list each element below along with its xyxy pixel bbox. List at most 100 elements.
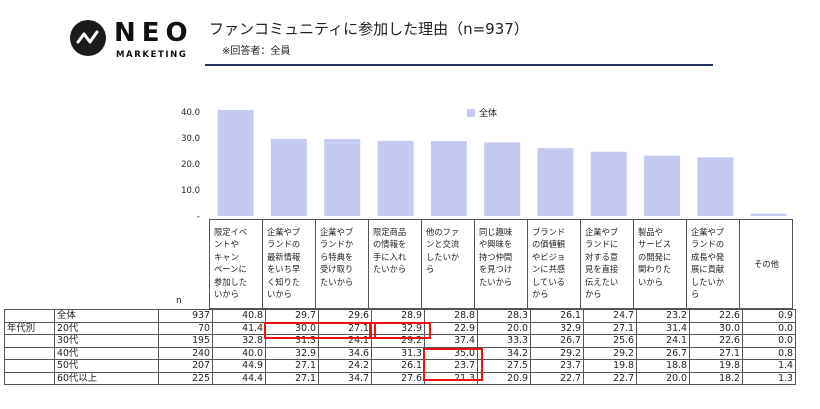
category-label-10: 企業やブ ランドの 成長や発 展に貢献 したいか ら [686,219,740,309]
y-tick-label: 20.0 [181,160,200,170]
table-cell: 28.9 [371,309,425,323]
bar-7 [537,148,574,216]
y-tick-label: - [197,212,200,222]
table-cell: 0.0 [742,321,796,335]
table-cell: 26.7 [530,334,584,348]
table-cell: 37.4 [424,334,478,348]
table-cell: 27.5 [477,359,531,373]
table-cell: 26.1 [371,359,425,373]
neo-marketing-logo: NEO MARKETING [70,18,200,64]
category-label-2: 企業やブ ランドの 最新情報 をいち早 く知りた いから [262,219,316,309]
table-cell: 32.8 [212,334,266,348]
highlight-box-20s-limited [369,322,431,339]
table-cell: 19.8 [689,359,743,373]
table-cell: 24.7 [583,309,637,323]
logo-subtext: MARKETING [116,50,188,60]
table-cell: 31.4 [636,321,690,335]
table-cell: 24.1 [636,334,690,348]
category-label-6: 同じ趣味 や興味を 持つ仲間 を見つけ たいから [474,219,528,309]
table-cell: 22.7 [583,371,637,385]
table-cell: 0.8 [742,346,796,360]
category-label-9: 製品や サービス の開発に 関わりた いから [633,219,687,309]
bar-2 [270,138,307,216]
row-segment-label: 40代 [54,346,159,360]
table-cell: 25.6 [583,334,637,348]
table-cell: 32.9 [530,321,584,335]
table-row: 年代別 20代 70 41.4 30.0 27.1 32.9 22.9 20.0 32.9 27.1… [4,321,796,335]
table-cell: 26.1 [530,309,584,323]
table-cell: 18.2 [689,371,743,385]
row-n-value: 225 [158,371,213,385]
row-segment-label: 60代以上 [54,371,159,385]
bar-5 [430,141,467,216]
table-cell: 20.9 [477,371,531,385]
bar-4 [377,140,414,216]
table-cell: 20.0 [636,371,690,385]
table-cell: 27.6 [371,371,425,385]
row-n-value: 70 [158,321,213,335]
table-cell: 18.8 [636,359,690,373]
highlight-box-40s50s-exchange [423,348,483,381]
table-cell: 34.2 [477,346,531,360]
table-cell: 20.0 [477,321,531,335]
table-cell: 40.0 [212,346,266,360]
table-cell: 41.4 [212,321,266,335]
table-cell: 19.8 [583,359,637,373]
table-cell: 34.6 [318,346,372,360]
category-label-8: 企業やブ ランドに 対する意 見を直接 伝えたい から [580,219,634,309]
row-group-label [4,346,55,360]
table-cell: 29.2 [583,346,637,360]
table-cell: 27.1 [583,321,637,335]
table-cell: 22.6 [689,334,743,348]
table-cell: 40.8 [212,309,266,323]
table-row: 全体 937 40.8 29.7 29.6 28.9 28.8 28.3 26.1 24.7 23.… [4,309,796,323]
category-label-1: 限定イベ ントや キャン ペーンに 参加した いから [209,219,263,309]
legend-swatch [467,109,475,117]
table-cell: 30.0 [689,321,743,335]
table-cell: 29.7 [265,309,319,323]
table-row: 40代 240 40.0 32.9 34.6 31.3 35.0 34.2 29.2 29.2 26… [4,346,796,360]
table-cell: 23.2 [636,309,690,323]
category-label-11: その他 [739,219,793,309]
row-group-label [4,309,55,323]
table-cell: 27.1 [265,359,319,373]
y-tick-label: 40.0 [181,108,200,118]
row-n-value: 195 [158,334,213,348]
chart-legend: 全体 [467,106,497,119]
table-cell: 28.3 [477,309,531,323]
highlight-box-20s-info [264,322,376,339]
y-tick-label: 10.0 [181,186,200,196]
row-n-value: 207 [158,359,213,373]
page-title: ファンコミュニティに参加した理由（n=937） [209,20,529,38]
category-label-7: ブランド の価値観 やビジョ ンに共感 している から [527,219,581,309]
table-cell: 29.6 [318,309,372,323]
table-cell: 28.8 [424,309,478,323]
table-row: 60代以上 225 44.4 27.1 34.7 27.6 21.3 20.9 22.7 22.7… [4,371,796,385]
table-cell: 24.2 [318,359,372,373]
table-cell: 32.9 [265,346,319,360]
table-cell: 27.1 [689,346,743,360]
table-cell: 33.3 [477,334,531,348]
bar-6 [484,142,521,216]
bar-11 [750,213,787,216]
table-cell: 26.7 [636,346,690,360]
category-label-4: 限定商品 の情報を 手に入れ たいから [368,219,422,309]
data-table: 全体 937 40.8 29.7 29.6 28.9 28.8 28.3 26.1 24.7 23.… [4,309,796,385]
row-n-value: 240 [158,346,213,360]
table-cell: 29.2 [530,346,584,360]
legend-label: 全体 [479,109,498,119]
table-row: 50代 207 44.9 27.1 24.2 26.1 23.7 27.5 23.7 19.8 18… [4,359,796,373]
table-cell: 0.9 [742,309,796,323]
row-group-label [4,371,55,385]
row-group-label [4,334,55,348]
row-group-label: 年代別 [4,321,55,335]
row-n-value: 937 [158,309,213,323]
logo-word: NEO [114,18,194,48]
table-cell: 27.1 [265,371,319,385]
table-cell: 1.3 [742,371,796,385]
y-tick-label: 30.0 [181,134,200,144]
table-cell: 22.6 [689,309,743,323]
bar-9 [644,155,681,216]
row-segment-label: 30代 [54,334,159,348]
